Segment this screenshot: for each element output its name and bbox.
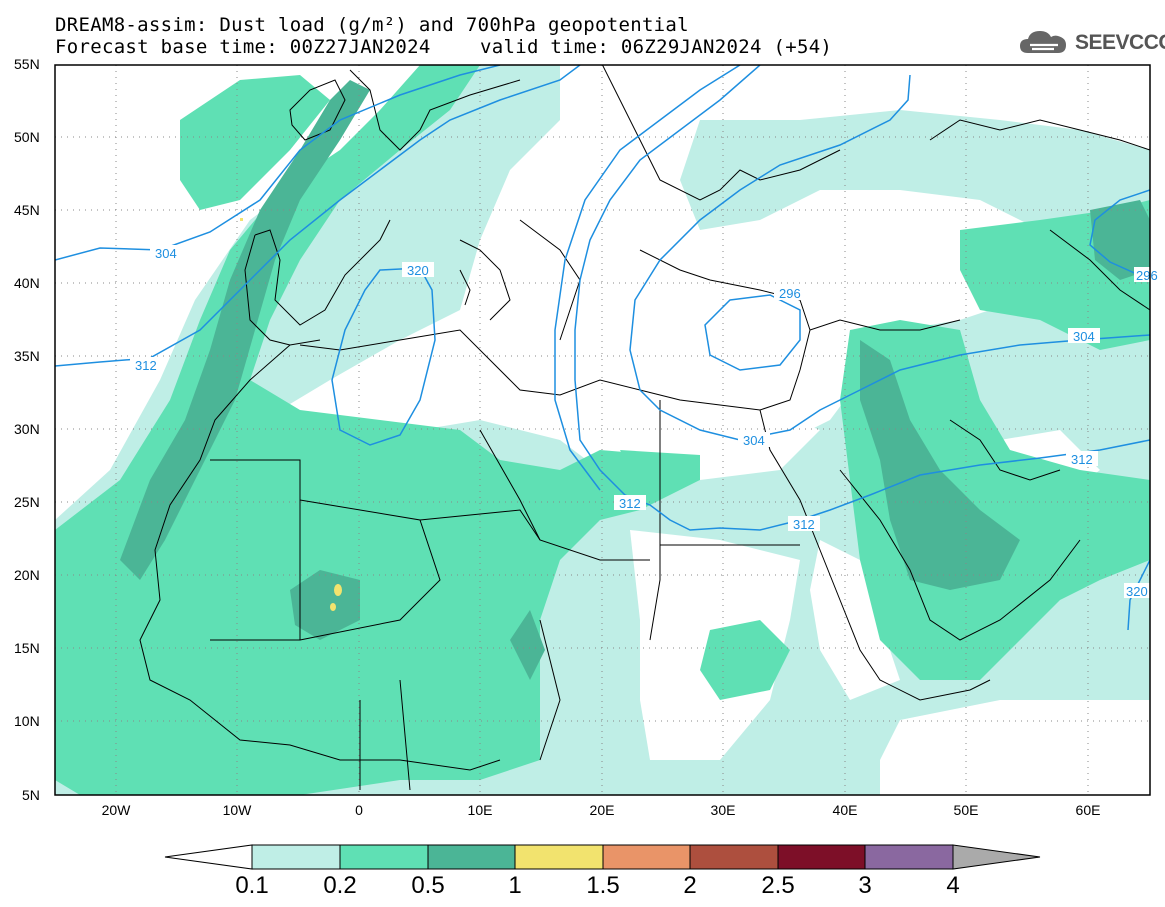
forecast-base-time: Forecast base time: 00Z27JAN2024	[55, 36, 431, 58]
lon-label: 40E	[833, 802, 858, 818]
valid-time: valid time: 06Z29JAN2024 (+54)	[480, 36, 833, 58]
longitude-labels: 20W 10W 0 10E 20E 30E 40E 50E 60E	[102, 802, 1101, 818]
contour-label: 320	[1126, 584, 1148, 599]
colorbar-label: 0.2	[323, 872, 356, 899]
contour-label: 312	[793, 517, 815, 532]
colorbar-cell	[777, 844, 866, 870]
colorbar-cell	[339, 844, 429, 870]
contour-label: 312	[135, 358, 157, 373]
logo-text: SEEVCCC	[1075, 31, 1165, 54]
colorbar-label: 1.5	[586, 872, 619, 899]
lat-label: 10N	[14, 713, 40, 729]
colorbar-label: 3	[858, 872, 871, 899]
lat-label: 50N	[14, 129, 40, 145]
lon-label: 50E	[954, 802, 979, 818]
lon-label: 10W	[223, 802, 253, 818]
contour-label: 312	[619, 496, 641, 511]
coastlines	[139, 65, 1150, 791]
contour-label: 296	[1136, 268, 1158, 283]
colorbar: 0.1 0.2 0.5 1 1.5 2 2.5 3 4	[164, 844, 1041, 899]
lat-label: 40N	[14, 275, 40, 291]
contour-label: 296	[779, 286, 801, 301]
colorbar-cell	[689, 844, 779, 870]
colorbar-label: 0.1	[235, 872, 268, 899]
seevccc-logo: SEEVCCC	[1018, 27, 1165, 57]
colorbar-label: 2	[683, 872, 696, 899]
lon-label: 20E	[590, 802, 615, 818]
lat-label: 35N	[14, 348, 40, 364]
lat-label: 15N	[14, 640, 40, 656]
latitude-labels: 55N 50N 45N 40N 35N 30N 25N 20N 15N 10N …	[14, 56, 40, 803]
colorbar-label: 4	[946, 872, 959, 899]
colorbar-label: 0.5	[411, 872, 444, 899]
dust-load-field	[55, 65, 1150, 795]
contour-label: 304	[743, 433, 765, 448]
lon-label: 10E	[468, 802, 493, 818]
contour-label: 304	[155, 246, 177, 261]
lon-label: 60E	[1076, 802, 1101, 818]
colorbar-right-arrow	[952, 844, 1041, 870]
contour-label: 312	[1071, 452, 1093, 467]
lat-label: 20N	[14, 567, 40, 583]
colorbar-cell	[514, 844, 604, 870]
colorbar-cell	[251, 844, 341, 870]
cloud-icon	[1020, 31, 1066, 53]
contour-labels: 304 312 320 296 304 312 304 312 312 320 …	[130, 245, 1158, 599]
lon-label: 20W	[102, 802, 132, 818]
lat-label: 55N	[14, 56, 40, 72]
lat-label: 45N	[14, 202, 40, 218]
colorbar-label: 2.5	[761, 872, 794, 899]
colorbar-cell	[864, 844, 954, 870]
colorbar-cell	[602, 844, 691, 870]
graticule	[55, 65, 1150, 795]
contour-label: 320	[407, 263, 429, 278]
lat-label: 30N	[14, 421, 40, 437]
colorbar-cell	[427, 844, 516, 870]
lat-label: 25N	[14, 494, 40, 510]
colorbar-label: 1	[508, 872, 521, 899]
contour-label: 304	[1073, 329, 1095, 344]
lon-label: 30E	[711, 802, 736, 818]
lon-label: 0	[355, 802, 363, 818]
map-frame	[54, 64, 1151, 796]
lat-label: 5N	[22, 787, 40, 803]
colorbar-left-arrow	[164, 844, 253, 870]
map-title: DREAM8-assim: Dust load (g/m²) and 700hP…	[55, 14, 689, 36]
